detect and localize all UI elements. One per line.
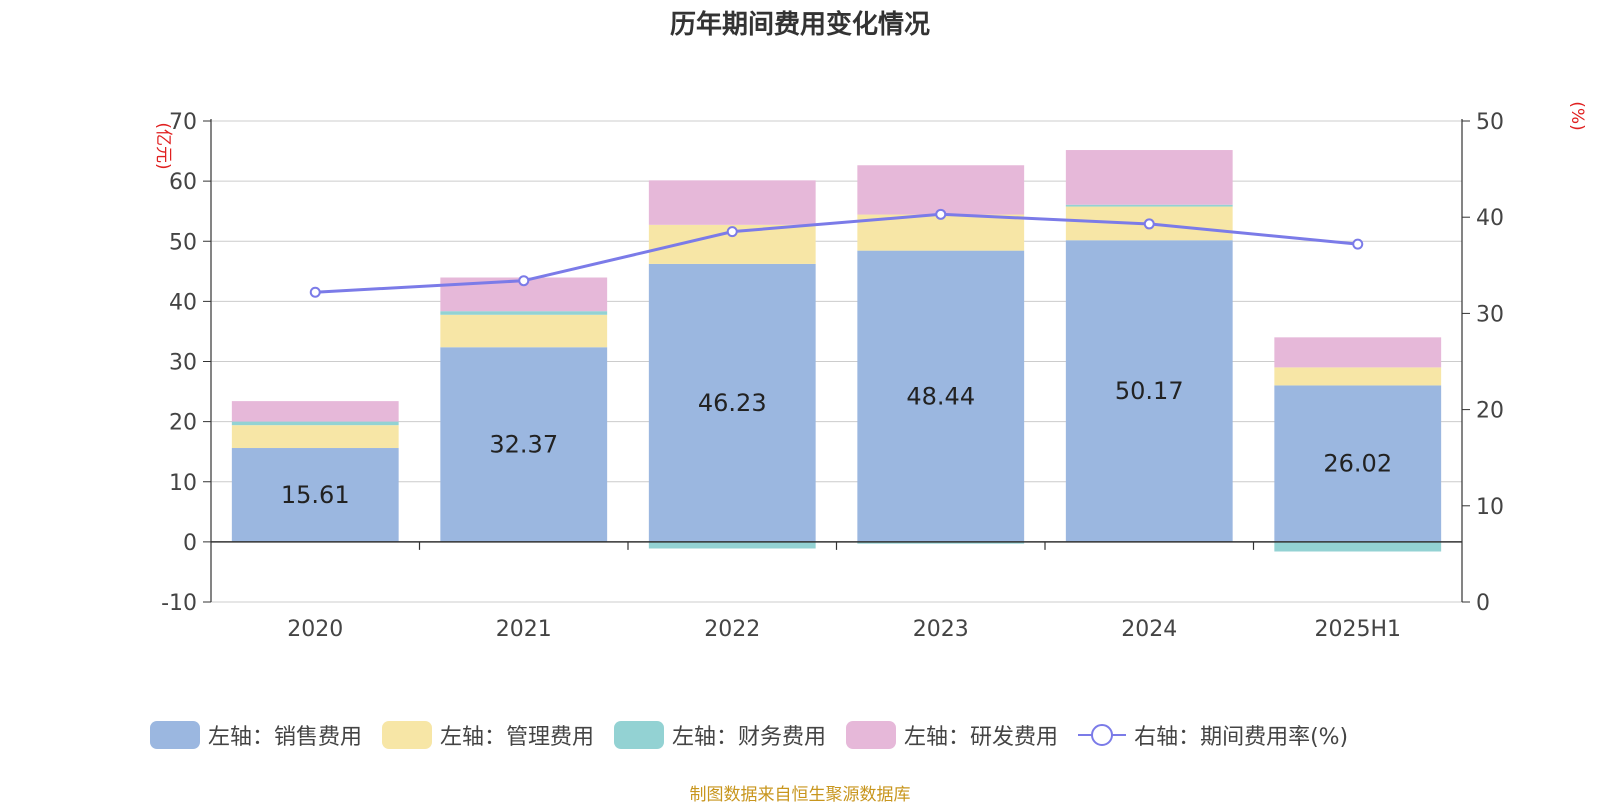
legend-label-expense-ratio: 右轴：期间费用率(%) — [1134, 725, 1349, 750]
legend-swatch-finance — [614, 721, 665, 749]
bar-rd — [1274, 337, 1442, 368]
bar-rd — [648, 180, 816, 225]
legend-item-admin[interactable]: 左轴：管理费用 — [382, 719, 594, 751]
left-tick-label: 20 — [169, 411, 197, 436]
bar-finance — [857, 541, 1025, 544]
x-tick-label: 2022 — [704, 617, 760, 642]
bar-sales — [231, 448, 399, 542]
right-tick-label: 0 — [1476, 591, 1490, 616]
legend-item-finance[interactable]: 左轴：财务费用 — [614, 719, 826, 751]
legend-label-admin: 左轴：管理费用 — [440, 725, 595, 750]
left-tick-label: 50 — [169, 230, 197, 255]
bar-admin — [440, 314, 608, 348]
legend: 左轴：销售费用 左轴：管理费用 左轴：财务费用 左轴：研发费用 右轴：期间费用率… — [150, 718, 1368, 752]
legend-line-icon — [1078, 724, 1127, 746]
legend-swatch-rd — [846, 721, 897, 749]
bar-finance — [231, 421, 399, 426]
legend-item-rd[interactable]: 左轴：研发费用 — [846, 719, 1058, 751]
right-tick-label: 50 — [1476, 110, 1504, 135]
right-tick-label: 40 — [1476, 206, 1504, 231]
legend-item-sales[interactable]: 左轴：销售费用 — [150, 719, 362, 751]
bar-sales — [440, 347, 608, 542]
bar-admin — [231, 425, 399, 449]
bar-data-label: 26.02 — [1323, 450, 1392, 478]
x-tick-label: 2025H1 — [1314, 617, 1401, 642]
expense-ratio-line — [315, 212, 1358, 294]
left-tick-label: 70 — [169, 110, 197, 135]
bar-sales — [648, 263, 816, 542]
bar-finance — [648, 541, 816, 549]
bar-sales — [1065, 240, 1233, 542]
bar-data-label: 15.61 — [281, 481, 350, 509]
left-tick-label: 10 — [169, 471, 197, 496]
x-tick-label: 2024 — [1121, 617, 1177, 642]
bar-admin — [1274, 367, 1442, 386]
expense-ratio-point — [1352, 238, 1364, 250]
left-tick-label: 30 — [169, 351, 197, 376]
right-axis-unit: (%) — [1567, 101, 1587, 130]
bar-rd — [857, 165, 1025, 215]
legend-label-rd: 左轴：研发费用 — [904, 725, 1059, 750]
expense-ratio-point — [518, 275, 530, 287]
legend-label-finance: 左轴：财务费用 — [672, 725, 827, 750]
left-tick-label: 0 — [183, 531, 197, 556]
legend-swatch-admin — [382, 721, 433, 749]
bar-data-label: 32.37 — [489, 431, 558, 459]
expense-ratio-point — [309, 286, 321, 298]
bar-rd — [1065, 150, 1233, 205]
chart-canvas: 70 60 50 40 30 20 10 0 -10 50 40 30 20 10 0 (亿元) (%) 15.6… — [153, 101, 1587, 642]
bar-data-label: 46.23 — [698, 389, 767, 417]
x-tick-label: 2020 — [287, 617, 343, 642]
expense-ratio-point — [726, 226, 738, 238]
bar-admin — [857, 214, 1025, 251]
bar-finance — [1065, 204, 1233, 207]
right-tick-label: 30 — [1476, 302, 1504, 327]
bar-data-label: 48.44 — [906, 382, 975, 410]
legend-label-sales: 左轴：销售费用 — [208, 725, 363, 750]
bar-finance — [440, 311, 608, 315]
source-footer: 制图数据来自恒生聚源数据库 — [689, 785, 911, 805]
bar-data-label: 50.17 — [1115, 377, 1184, 405]
expense-ratio-point — [935, 208, 947, 220]
bar-finance — [1274, 541, 1442, 552]
left-tick-label: -10 — [161, 591, 197, 616]
left-tick-label: 40 — [169, 290, 197, 315]
legend-swatch-sales — [150, 721, 200, 749]
x-tick-label: 2021 — [496, 617, 552, 642]
legend-item-expense-ratio[interactable]: 右轴：期间费用率(%) — [1078, 719, 1348, 751]
bar-sales — [1274, 385, 1442, 542]
left-axis-unit: (亿元) — [153, 122, 173, 169]
x-tick-label: 2023 — [913, 617, 969, 642]
chart-title: 历年期间费用变化情况 — [669, 10, 930, 40]
right-tick-label: 10 — [1476, 495, 1504, 520]
left-tick-label: 60 — [169, 170, 197, 195]
bar-sales — [857, 250, 1025, 542]
bar-rd — [231, 401, 399, 422]
right-tick-label: 20 — [1476, 399, 1504, 424]
expense-ratio-point — [1143, 218, 1155, 230]
